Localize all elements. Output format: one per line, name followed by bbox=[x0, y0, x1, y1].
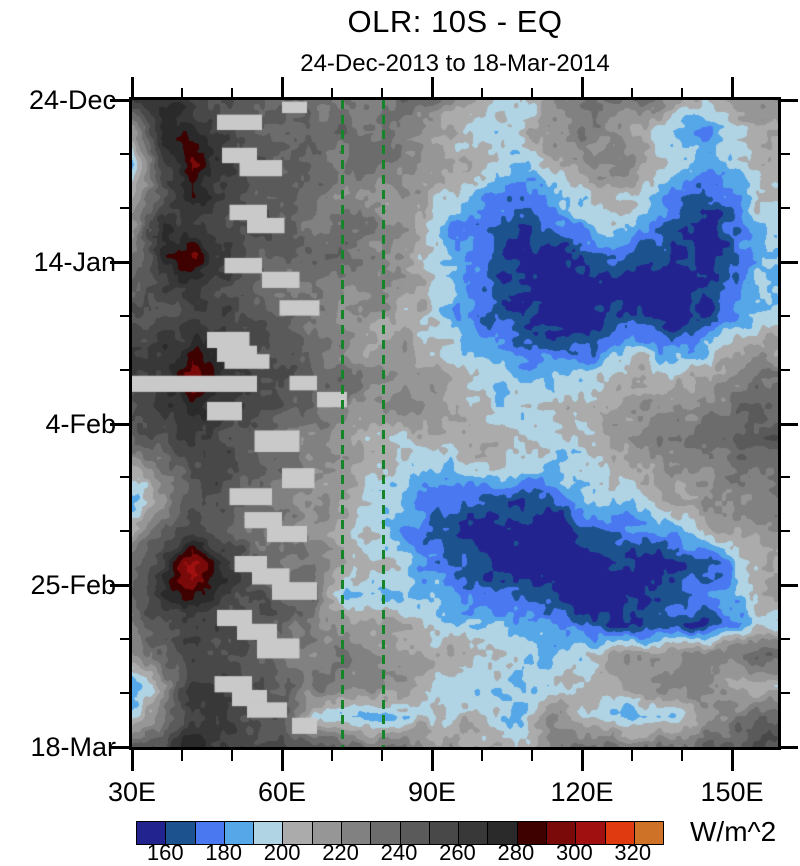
x-minor-tick-top bbox=[231, 88, 233, 100]
colorbar-cell bbox=[428, 822, 459, 844]
x-axis-label: 60E bbox=[257, 777, 307, 807]
y-axis-label: 14-Jan bbox=[33, 246, 116, 277]
y-major-tick-left bbox=[110, 260, 132, 264]
colorbar-cell bbox=[575, 822, 605, 844]
x-major-tick-bottom bbox=[581, 747, 584, 771]
y-major-tick-left bbox=[110, 746, 132, 749]
x-major-tick-bottom bbox=[731, 747, 734, 771]
colorbar-cell bbox=[165, 822, 195, 844]
y-minor-tick-right bbox=[778, 476, 790, 479]
colorbar-cell bbox=[253, 822, 283, 844]
colorbar-cell bbox=[458, 822, 488, 844]
colorbar-tick-label: 200 bbox=[263, 840, 301, 865]
colorbar-cell bbox=[194, 822, 224, 844]
colorbar-cell bbox=[516, 822, 546, 844]
x-minor-tick-top bbox=[381, 88, 383, 100]
colorbar-tick-label: 280 bbox=[497, 840, 535, 865]
x-minor-tick-bottom bbox=[231, 747, 233, 761]
y-minor-tick-left bbox=[120, 152, 132, 155]
x-major-tick-top bbox=[731, 77, 734, 100]
y-major-tick-left bbox=[110, 422, 132, 426]
colorbar-cell bbox=[370, 822, 400, 844]
y-axis-label: 25-Feb bbox=[30, 570, 116, 601]
colorbar-tick-label: 220 bbox=[322, 840, 359, 865]
colorbar-cell bbox=[633, 822, 664, 844]
x-major-tick-bottom bbox=[281, 747, 284, 771]
x-axis-label: 30E bbox=[107, 777, 157, 807]
colorbar-cell bbox=[340, 822, 371, 844]
x-major-tick-top bbox=[131, 77, 134, 100]
colorbar-cell bbox=[487, 822, 517, 844]
colorbar-tick-label: 300 bbox=[555, 840, 593, 865]
colorbar-tick-label: 180 bbox=[205, 840, 243, 865]
y-major-tick-right bbox=[778, 584, 798, 588]
x-minor-tick-bottom bbox=[481, 747, 483, 761]
y-minor-tick-left bbox=[120, 206, 132, 209]
y-minor-tick-left bbox=[120, 638, 132, 641]
y-minor-tick-left bbox=[120, 368, 132, 371]
x-major-tick-top bbox=[581, 77, 584, 100]
colorbar-cell bbox=[137, 822, 166, 844]
olr-heatmap-canvas bbox=[132, 100, 778, 747]
x-minor-tick-bottom bbox=[181, 747, 183, 761]
x-minor-tick-bottom bbox=[381, 747, 383, 761]
x-axis-label: 90E bbox=[407, 777, 457, 807]
colorbar-cell bbox=[604, 822, 634, 844]
colorbar-cell bbox=[399, 822, 429, 844]
y-minor-tick-left bbox=[120, 314, 132, 317]
x-axis-label: 120E bbox=[550, 777, 614, 807]
x-minor-tick-top bbox=[181, 88, 183, 100]
y-axis-label: 4-Feb bbox=[45, 408, 116, 439]
y-major-tick-right bbox=[778, 422, 798, 426]
y-minor-tick-right bbox=[778, 638, 790, 641]
y-axis-label: 18-Mar bbox=[30, 732, 116, 762]
chart-title: OLR: 10S - EQ bbox=[347, 4, 563, 39]
colorbar-tick-label: 160 bbox=[146, 840, 184, 865]
colorbar-tick-label: 320 bbox=[614, 840, 652, 865]
x-minor-tick-top bbox=[531, 88, 533, 100]
x-minor-tick-top bbox=[681, 88, 683, 100]
y-major-tick-left bbox=[110, 584, 132, 588]
colorbar bbox=[136, 821, 664, 845]
y-major-tick-right bbox=[778, 99, 798, 102]
colorbar-cell bbox=[223, 822, 254, 844]
y-minor-tick-right bbox=[778, 206, 790, 209]
x-major-tick-top bbox=[281, 77, 284, 100]
x-major-tick-bottom bbox=[131, 747, 134, 771]
plot-area bbox=[132, 100, 778, 747]
y-major-tick-right bbox=[778, 746, 798, 749]
x-axis-label: 150E bbox=[700, 777, 764, 807]
x-minor-tick-bottom bbox=[331, 747, 333, 761]
y-major-tick-left bbox=[110, 99, 132, 102]
x-minor-tick-bottom bbox=[631, 747, 633, 761]
y-axis-label: 24-Dec bbox=[28, 85, 116, 115]
x-minor-tick-top bbox=[331, 88, 333, 100]
y-minor-tick-left bbox=[120, 476, 132, 479]
x-minor-tick-top bbox=[481, 88, 483, 100]
y-minor-tick-right bbox=[778, 152, 790, 155]
x-minor-tick-bottom bbox=[681, 747, 683, 761]
y-minor-tick-right bbox=[778, 692, 790, 695]
y-minor-tick-right bbox=[778, 314, 790, 317]
x-minor-tick-top bbox=[631, 88, 633, 100]
y-major-tick-right bbox=[778, 260, 798, 264]
x-minor-tick-bottom bbox=[531, 747, 533, 761]
colorbar-tick-label: 240 bbox=[380, 840, 418, 865]
colorbar-units-label: W/m^2 bbox=[690, 816, 777, 847]
chart-subtitle: 24-Dec-2013 to 18-Mar-2014 bbox=[300, 50, 610, 77]
x-major-tick-bottom bbox=[431, 747, 434, 771]
colorbar-cell bbox=[282, 822, 312, 844]
y-minor-tick-left bbox=[120, 530, 132, 533]
y-minor-tick-right bbox=[778, 530, 790, 533]
colorbar-cell bbox=[311, 822, 341, 844]
colorbar-tick-label: 260 bbox=[439, 840, 476, 865]
colorbar-cell bbox=[545, 822, 576, 844]
y-minor-tick-right bbox=[778, 368, 790, 371]
x-major-tick-top bbox=[431, 77, 434, 100]
y-minor-tick-left bbox=[120, 692, 132, 695]
